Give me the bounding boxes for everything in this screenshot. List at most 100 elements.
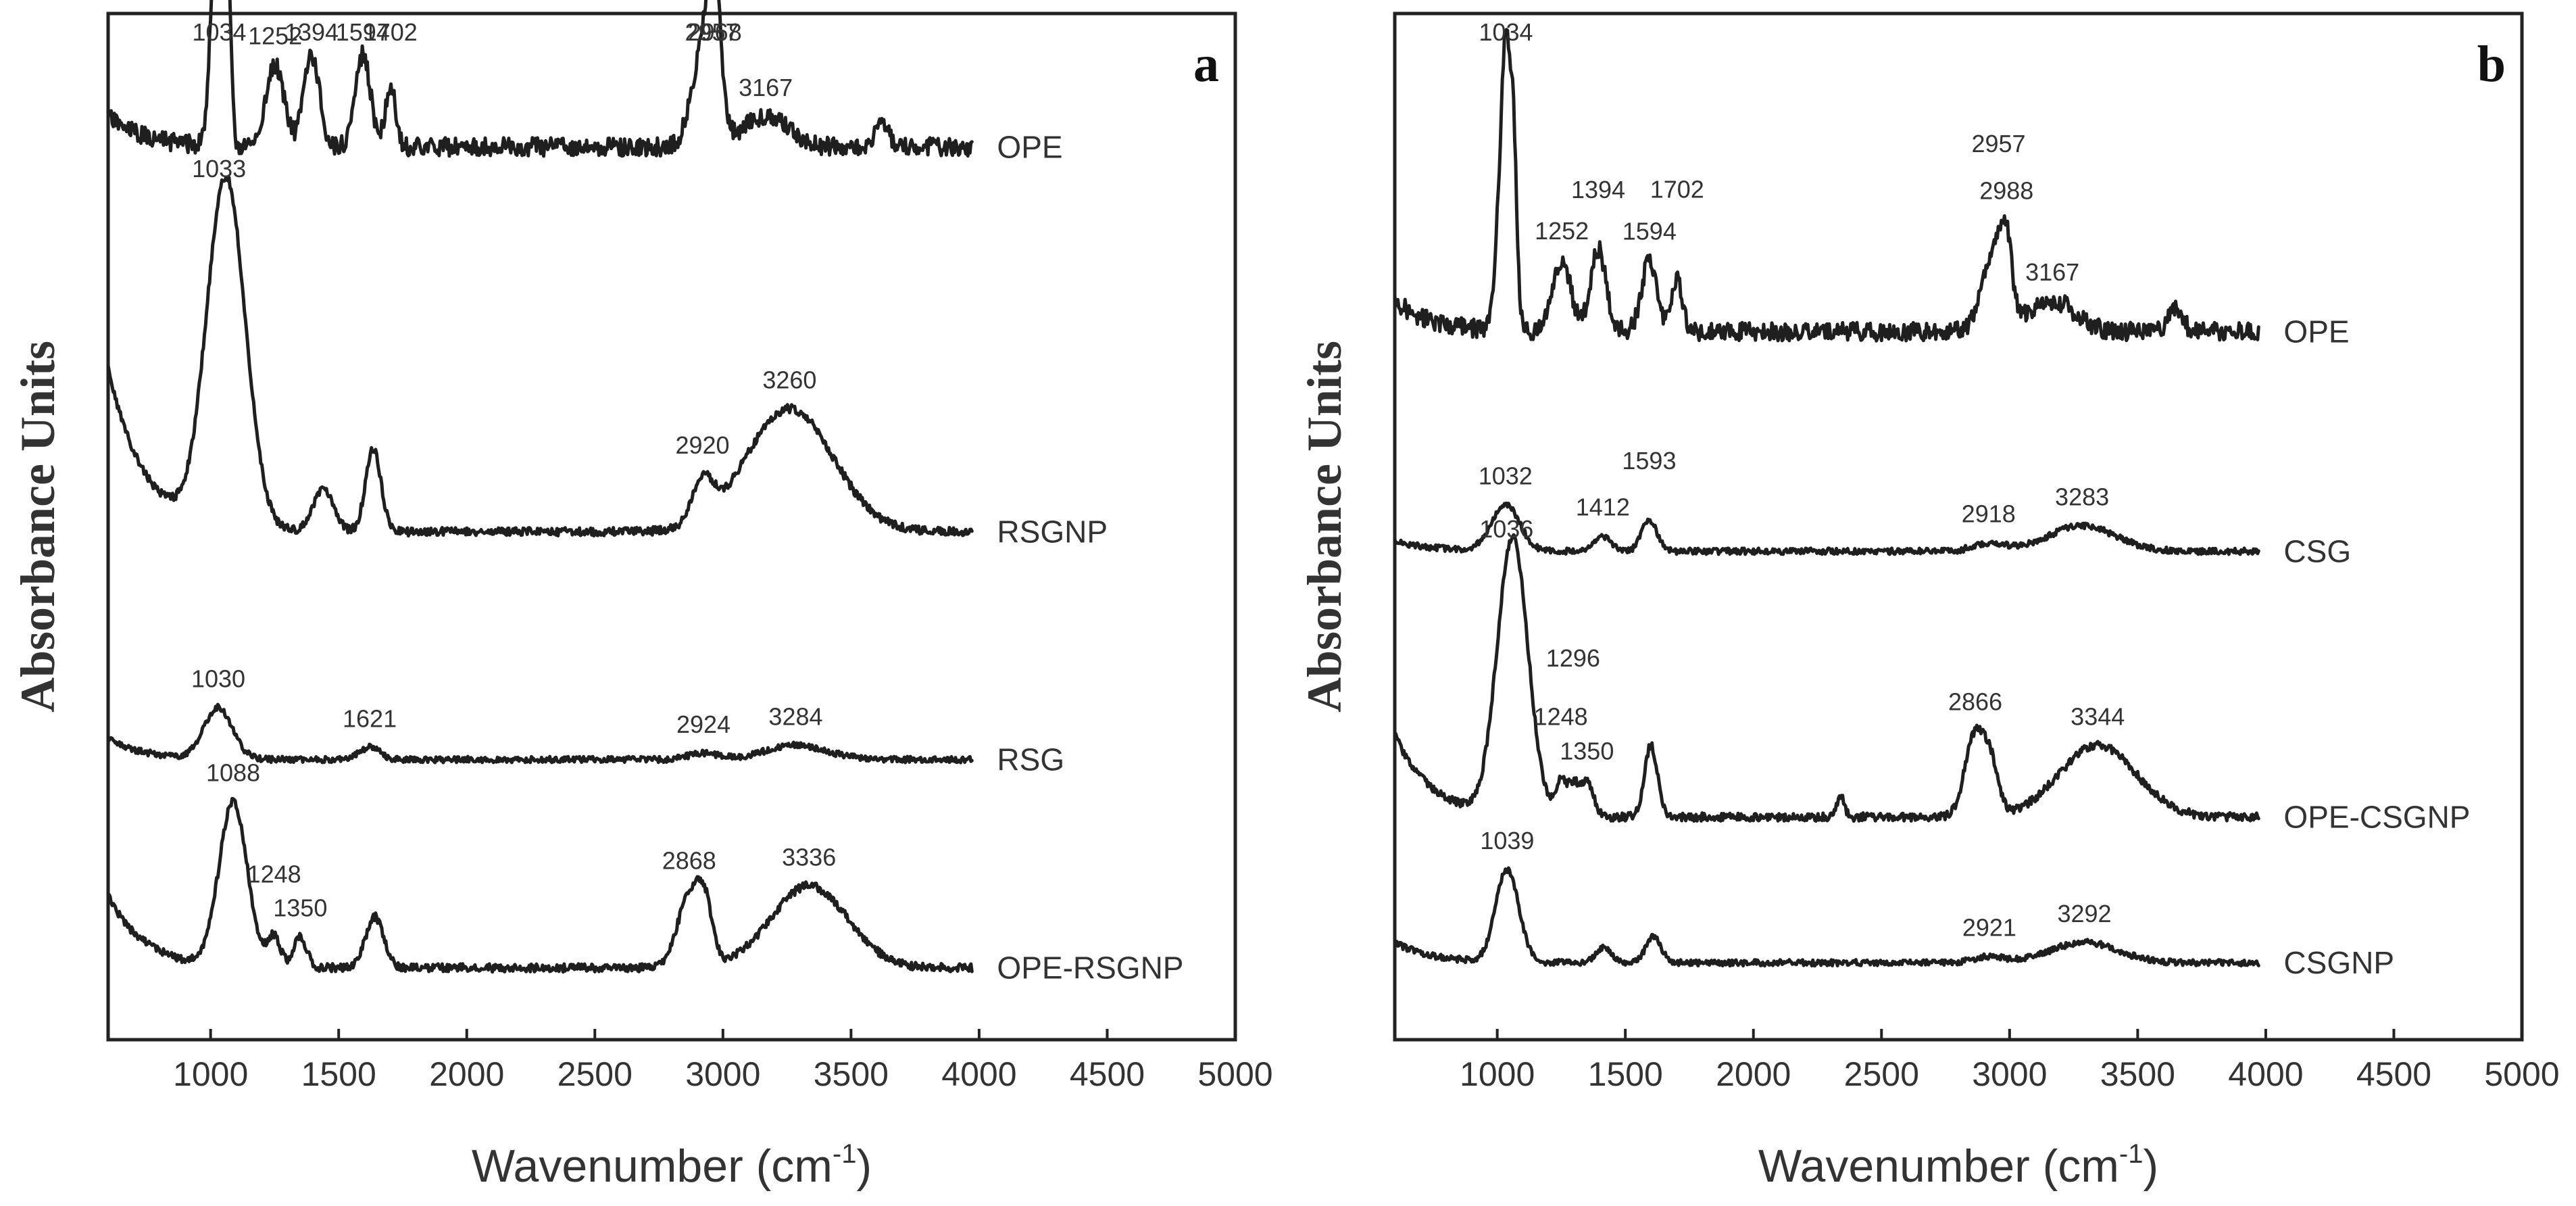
peak-annotation: 3167	[2025, 258, 2079, 286]
x-axis-label-text: Wavenumber (cm	[472, 1140, 833, 1192]
peak-annotation: 1593	[1622, 447, 1676, 475]
peak-annotation: 1030	[191, 665, 245, 692]
panel-letter: a	[1193, 36, 1219, 93]
x-tick-label: 2000	[429, 1055, 504, 1093]
x-tick-label: 3500	[814, 1055, 889, 1093]
series-line	[1393, 533, 2260, 823]
x-axis-label-close: )	[856, 1140, 872, 1192]
series-line	[106, 796, 974, 974]
y-axis-label: Absorbance Units	[1297, 341, 1352, 713]
x-axis-label-close: )	[2143, 1140, 2158, 1192]
x-tick-label: 3000	[1972, 1055, 2047, 1093]
series-name-label: RSGNP	[997, 514, 1108, 550]
x-tick-label: 1500	[1588, 1055, 1663, 1093]
series-name-label: CSG	[2283, 533, 2351, 569]
peak-annotation: 2924	[676, 710, 730, 738]
x-axis-label: Wavenumber (cm-1)	[1758, 1139, 2158, 1192]
series-ope-rsgnp: OPE-RSGNP 1088 1350 1248 2868 3336	[106, 759, 1183, 986]
x-tick-label: 2500	[558, 1055, 633, 1093]
series-rsg: RSG 1030 1621 2924 3284	[106, 665, 1064, 777]
peak-annotation: 1296	[1546, 644, 1600, 672]
x-tick-label: 2000	[1716, 1055, 1791, 1093]
peak-annotation: 2921	[1962, 914, 2016, 942]
series-ope-csgnp: OPE-CSGNP 1036 1350 1248 1296 2866 3344	[1393, 515, 2470, 835]
series-csgnp: CSGNP 1039 2921 3292	[1393, 827, 2394, 980]
x-tick-label: 1000	[1460, 1055, 1535, 1093]
plot-frame-a	[106, 11, 1237, 1042]
peak-annotation: 3283	[2055, 483, 2109, 510]
peak-annotation: 1034	[1479, 18, 1533, 46]
series-name-label: OPE	[997, 129, 1062, 164]
x-tick-label: 2500	[1844, 1055, 1919, 1093]
peak-annotation: 2866	[1948, 688, 2002, 715]
x-tick-label: 1000	[173, 1055, 248, 1093]
series-rsgnp: RSGNP 1033 2920 3260	[106, 155, 1108, 550]
peak-annotation: 1350	[1560, 738, 1614, 765]
peak-annotation: 2868	[662, 847, 716, 875]
peak-annotation: 1039	[1480, 827, 1534, 854]
x-axis-label-superscript: -1	[833, 1139, 857, 1169]
series-line	[1393, 28, 2260, 343]
peak-annotation: 3344	[2071, 702, 2125, 730]
series-line	[1393, 501, 2260, 556]
plot-frame-b	[1393, 11, 2524, 1042]
x-tick-label: 5000	[1197, 1055, 1272, 1093]
peak-annotation: 1033	[192, 155, 246, 183]
x-tick-label: 4500	[2356, 1055, 2431, 1093]
peak-annotation: 1394	[1571, 176, 1625, 203]
peak-annotation: 1594	[336, 18, 390, 46]
peak-annotation: 2988	[1979, 176, 2033, 204]
peak-annotation: 2957	[1971, 130, 2025, 158]
peak-annotation: 1034	[192, 18, 246, 46]
peak-annotation: 3284	[768, 702, 822, 730]
series-line	[106, 0, 974, 158]
peak-annotation: 1594	[1623, 217, 1677, 245]
x-axis-label-superscript: -1	[2119, 1139, 2144, 1169]
series-name-label: OPE	[2283, 314, 2349, 349]
peak-annotation: 3167	[739, 74, 793, 101]
peak-annotation: 1394	[284, 18, 339, 46]
peak-annotation: 1350	[273, 894, 327, 922]
x-tick-label: 3500	[2100, 1055, 2175, 1093]
peak-annotation: 2957	[685, 18, 739, 46]
peak-annotation: 1252	[1535, 217, 1589, 245]
peak-annotation: 1248	[247, 861, 301, 888]
peak-annotation: 1621	[343, 704, 397, 732]
series-line	[106, 176, 974, 538]
x-tick-label: 4000	[941, 1055, 1016, 1093]
peak-annotation: 1252	[248, 22, 302, 49]
series-name-label: OPE-RSGNP	[997, 950, 1183, 986]
series-ope: OPE 1034 1252 1394 1594 1702 2988 2957 3167	[1393, 18, 2350, 349]
series-csg: CSG 1032 1412 1593 2918 3283	[1393, 447, 2351, 569]
peak-annotation: 1032	[1479, 462, 1533, 489]
series-name-label: RSG	[997, 742, 1064, 777]
peak-annotation: 1412	[1576, 493, 1630, 521]
chart-panel-a: a 1000 1500 2000 2500 3000 3500 4000 4500 5000 Wav…	[11, 0, 1273, 1192]
peak-annotation: 3292	[2057, 900, 2111, 927]
y-axis-label: Absorbance Units	[11, 341, 65, 713]
x-tick-label: 4500	[1070, 1055, 1145, 1093]
peak-annotation: 2968	[688, 18, 742, 46]
peak-annotation: 1248	[1534, 703, 1588, 731]
series-line	[1393, 866, 2260, 968]
x-tick-label: 1500	[301, 1055, 376, 1093]
peak-annotation: 2920	[675, 431, 729, 459]
peak-annotation: 1036	[1479, 515, 1533, 543]
x-axis-label: Wavenumber (cm-1)	[472, 1139, 872, 1192]
peak-annotation: 1088	[206, 759, 260, 787]
x-tick-label: 5000	[2484, 1055, 2559, 1093]
chart-panel-b: b 1000 1500 2000 2500 3000 3500 4000 4500 5000 Wav…	[1297, 11, 2560, 1192]
peak-annotation: 2918	[1962, 500, 2016, 528]
panel-letter: b	[2477, 36, 2506, 93]
x-tick-label: 4000	[2228, 1055, 2303, 1093]
x-axis-label-text: Wavenumber (cm	[1758, 1140, 2119, 1192]
peak-annotation: 1702	[364, 18, 418, 46]
x-tick-label: 3000	[685, 1055, 760, 1093]
peak-annotation: 3336	[782, 843, 836, 871]
peak-annotation: 1702	[1650, 175, 1704, 203]
series-line	[106, 702, 974, 765]
series-name-label: OPE-CSGNP	[2283, 800, 2470, 835]
series-name-label: CSGNP	[2283, 945, 2394, 980]
